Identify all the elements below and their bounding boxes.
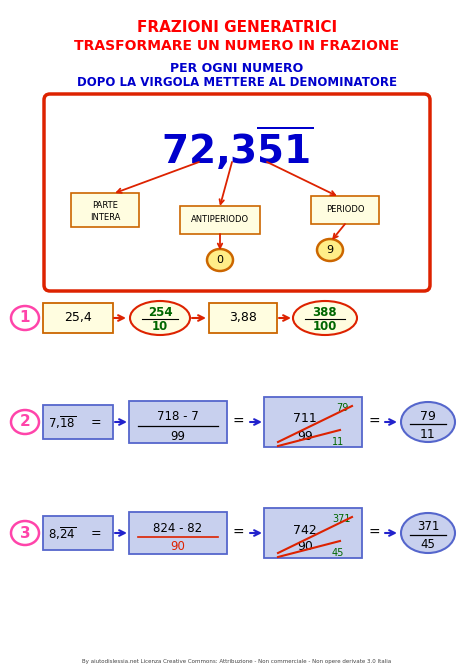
Ellipse shape (130, 301, 190, 335)
Text: FRAZIONI GENERATRICI: FRAZIONI GENERATRICI (137, 21, 337, 36)
Ellipse shape (11, 410, 39, 434)
Ellipse shape (207, 249, 233, 271)
Text: =: = (368, 526, 380, 540)
Text: 1: 1 (20, 311, 30, 325)
Ellipse shape (401, 513, 455, 553)
Text: 9: 9 (327, 245, 334, 255)
Text: 7,$\overline{18}$: 7,$\overline{18}$ (48, 415, 76, 431)
Text: By aiutodislessia.net Licenza Creative Commons: Attribuzione - Non commerciale -: By aiutodislessia.net Licenza Creative C… (82, 660, 392, 664)
Text: 90: 90 (297, 541, 313, 554)
Text: =: = (232, 526, 244, 540)
Text: 824 - 82: 824 - 82 (154, 521, 202, 535)
FancyBboxPatch shape (44, 94, 430, 291)
Text: 0: 0 (217, 255, 224, 265)
Ellipse shape (317, 239, 343, 261)
Ellipse shape (401, 402, 455, 442)
Text: 718 - 7: 718 - 7 (157, 411, 199, 423)
FancyBboxPatch shape (43, 303, 113, 333)
Text: 79: 79 (336, 403, 348, 413)
Text: ANTIPERIODO: ANTIPERIODO (191, 215, 249, 225)
Text: PARTE: PARTE (92, 201, 118, 209)
Text: 3: 3 (20, 525, 30, 541)
Text: 99: 99 (171, 429, 185, 442)
Text: 79: 79 (420, 409, 436, 423)
Text: 11: 11 (420, 427, 436, 440)
Text: 100: 100 (313, 321, 337, 333)
Text: DOPO LA VIRGOLA METTERE AL DENOMINATORE: DOPO LA VIRGOLA METTERE AL DENOMINATORE (77, 76, 397, 89)
Ellipse shape (293, 301, 357, 335)
Text: =: = (368, 415, 380, 429)
Text: =: = (232, 415, 244, 429)
Text: 10: 10 (152, 321, 168, 333)
Text: 90: 90 (171, 541, 185, 554)
FancyBboxPatch shape (209, 303, 277, 333)
FancyBboxPatch shape (129, 401, 227, 443)
Text: TRASFORMARE UN NUMERO IN FRAZIONE: TRASFORMARE UN NUMERO IN FRAZIONE (74, 39, 400, 53)
Text: INTERA: INTERA (90, 213, 120, 221)
Text: =: = (91, 417, 101, 429)
Text: 3,88: 3,88 (229, 311, 257, 325)
FancyBboxPatch shape (311, 196, 379, 224)
Text: 371: 371 (333, 514, 351, 524)
Text: =: = (91, 527, 101, 541)
Text: 388: 388 (313, 305, 337, 319)
Text: PER OGNI NUMERO: PER OGNI NUMERO (170, 62, 304, 74)
Text: 11: 11 (332, 437, 344, 447)
Ellipse shape (11, 521, 39, 545)
FancyBboxPatch shape (71, 193, 139, 227)
FancyBboxPatch shape (264, 508, 362, 558)
Text: $\bf{72{,}3\overline{5}\,\!\overline{1}}$: $\bf{72{,}3\overline{5}\,\!\overline{1}}… (161, 123, 313, 172)
FancyBboxPatch shape (180, 206, 260, 234)
Text: 99: 99 (297, 429, 313, 442)
Text: PERIODO: PERIODO (326, 205, 364, 215)
Text: 711: 711 (293, 413, 317, 425)
Text: 8,$\overline{24}$: 8,$\overline{24}$ (48, 525, 76, 542)
Text: 742: 742 (293, 523, 317, 537)
FancyBboxPatch shape (264, 397, 362, 447)
Ellipse shape (11, 306, 39, 330)
Text: 254: 254 (148, 305, 173, 319)
FancyBboxPatch shape (129, 512, 227, 554)
Text: 2: 2 (19, 415, 30, 429)
FancyBboxPatch shape (43, 405, 113, 439)
FancyBboxPatch shape (43, 516, 113, 550)
Text: 45: 45 (420, 539, 436, 552)
Text: 25,4: 25,4 (64, 311, 92, 325)
Text: 45: 45 (332, 548, 344, 558)
Text: 371: 371 (417, 521, 439, 533)
